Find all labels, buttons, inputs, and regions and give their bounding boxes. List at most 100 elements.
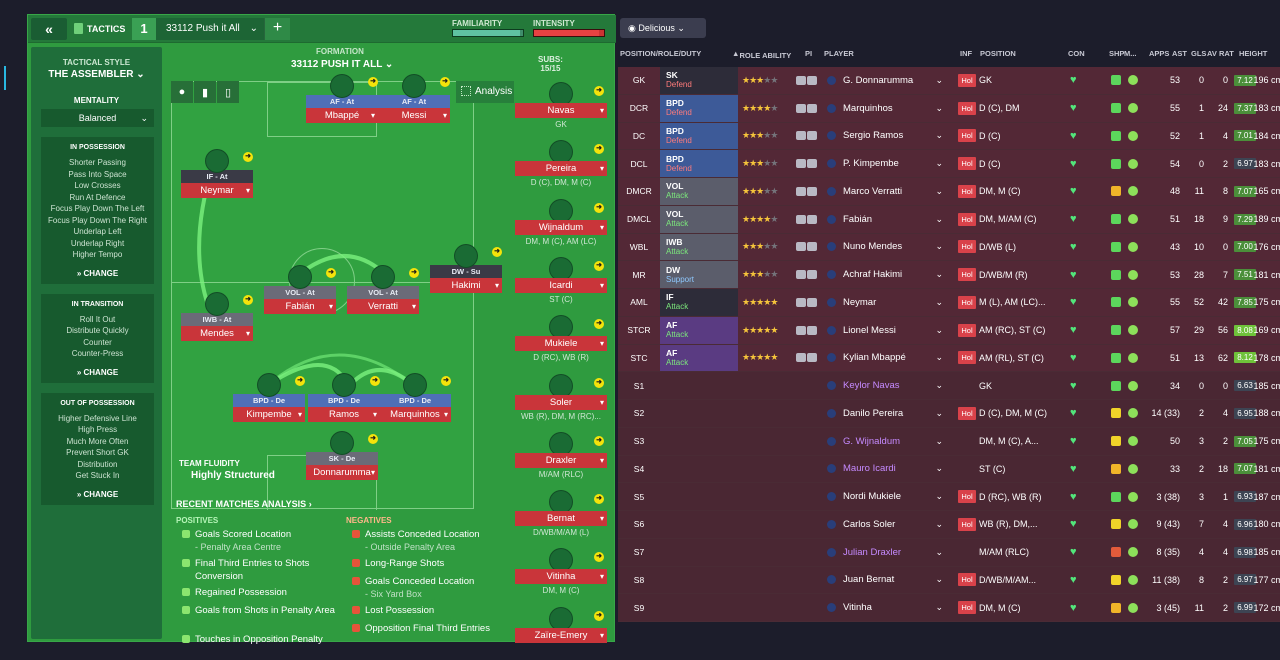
- row-player[interactable]: Marco Verratti ⌄: [827, 178, 943, 205]
- player-name[interactable]: Mbappé: [306, 108, 378, 123]
- row-role-dropdown[interactable]: DW Support: [660, 261, 738, 288]
- player-role[interactable]: AF - At: [378, 95, 450, 108]
- table-row[interactable]: AML IF Attack ★ ★ ★ ★ ★ Neymar ⌄ Hol M (L), AM (LC)…: [618, 289, 1280, 317]
- pitch-player[interactable]: ➜ VOL - At Fabián: [264, 266, 336, 314]
- sub-name[interactable]: Vitinha: [515, 569, 607, 585]
- player-instructions[interactable]: [796, 95, 818, 122]
- sub-player[interactable]: ➜ BernatD/WB/M/AM (L): [515, 491, 607, 537]
- header-position-role-duty[interactable]: POSITION/ROLE/DUTY: [620, 49, 702, 58]
- chevron-down-icon[interactable]: ⌄: [935, 574, 943, 585]
- header-pi[interactable]: PI: [805, 49, 813, 58]
- row-role-dropdown[interactable]: AF Attack: [660, 317, 738, 344]
- row-role-dropdown[interactable]: VOL Attack: [660, 206, 738, 233]
- sub-player[interactable]: ➜ MukieleD (RC), WB (R): [515, 316, 607, 362]
- row-player[interactable]: Mauro Icardi ⌄: [827, 456, 943, 483]
- row-player[interactable]: Danilo Pereira ⌄: [827, 400, 943, 427]
- pitch-player[interactable]: ➜ IWB - At Mendes: [181, 293, 253, 341]
- formation-dropdown[interactable]: 33112 PUSH IT ALL ⌄: [291, 59, 394, 70]
- player-name[interactable]: Donnarumma: [306, 465, 378, 480]
- player-name[interactable]: Marquinhos: [379, 407, 451, 422]
- table-row[interactable]: MR DW Support ★ ★ ★ ★ ★ Achraf Hakimi ⌄ Hol D/WB/M …: [618, 261, 1280, 289]
- view-filter-dropdown[interactable]: ◉ Delicious ⌄: [620, 18, 706, 38]
- pitch-player[interactable]: ➜ VOL - At Verratti: [347, 266, 419, 314]
- pitch-player[interactable]: ➜ IF - At Neymar: [181, 150, 253, 198]
- row-player[interactable]: G. Wijnaldum ⌄: [827, 428, 943, 455]
- chevron-down-icon[interactable]: ⌄: [935, 102, 943, 113]
- sub-player[interactable]: ➜ PereiraD (C), DM, M (C): [515, 141, 607, 187]
- table-row[interactable]: WBL IWB Attack ★ ★ ★ ★ ★ Nuno Mendes ⌄ Hol D/WB (L)…: [618, 233, 1280, 262]
- row-player-name[interactable]: Fabián: [843, 213, 873, 225]
- player-instructions[interactable]: [796, 150, 818, 177]
- row-player-name[interactable]: Mauro Icardi: [843, 463, 896, 475]
- row-player[interactable]: Neymar ⌄: [827, 289, 943, 316]
- sub-name[interactable]: Zaïre-Emery: [515, 627, 607, 643]
- player-instructions[interactable]: [796, 234, 818, 261]
- chevron-down-icon[interactable]: ⌄: [935, 185, 943, 196]
- row-role-dropdown[interactable]: VOL Attack: [660, 178, 738, 205]
- row-player-name[interactable]: Carlos Soler: [843, 518, 896, 530]
- clipboard-icon[interactable]: ▯: [217, 81, 239, 103]
- row-role-dropdown[interactable]: BPD Defend: [660, 123, 738, 150]
- player-role[interactable]: BPD - De: [233, 394, 305, 407]
- header-m[interactable]: M...: [1124, 49, 1137, 58]
- sub-name[interactable]: Soler: [515, 394, 607, 410]
- table-row[interactable]: STC AF Attack ★ ★ ★ ★ ★ Kylian Mbappé ⌄ Hol AM (RL)…: [618, 344, 1280, 373]
- pitch-player[interactable]: ➜ BPD - De Ramos: [308, 374, 380, 422]
- row-player[interactable]: Fabián ⌄: [827, 206, 943, 233]
- bar-chart-icon[interactable]: ▮: [194, 81, 216, 103]
- pitch-player[interactable]: ➜ SK - De Donnarumma: [306, 432, 378, 480]
- row-player[interactable]: Lionel Messi ⌄: [827, 317, 943, 344]
- player-name[interactable]: Mendes: [181, 326, 253, 341]
- row-role-dropdown[interactable]: BPD Defend: [660, 95, 738, 122]
- row-player-name[interactable]: Danilo Pereira: [843, 407, 904, 419]
- double-chevron-left-icon[interactable]: «: [31, 18, 67, 40]
- table-row[interactable]: DC BPD Defend ★ ★ ★ ★ ★ Sergio Ramos ⌄ Hol D (C) ♥ 52…: [618, 122, 1280, 151]
- player-name[interactable]: Kimpembe: [233, 407, 305, 422]
- row-player[interactable]: G. Donnarumma ⌄: [827, 67, 943, 94]
- chevron-down-icon[interactable]: ⌄: [935, 518, 943, 529]
- table-row[interactable]: S8 Juan Bernat ⌄ Hol D/WB/M/AM... ♥ 11 (38) 8 2 6…: [618, 566, 1280, 595]
- chevron-down-icon[interactable]: ⌄: [935, 158, 943, 169]
- chevron-down-icon[interactable]: ⌄: [935, 241, 943, 252]
- chevron-down-icon[interactable]: ⌄: [935, 296, 943, 307]
- chevron-down-icon[interactable]: ⌄: [935, 352, 943, 363]
- row-player-name[interactable]: Julian Draxler: [843, 546, 902, 558]
- header-apps[interactable]: APPS: [1149, 49, 1170, 58]
- sub-player[interactable]: ➜ VitinhaDM, M (C): [515, 549, 607, 595]
- row-role-dropdown[interactable]: IWB Attack: [660, 234, 738, 261]
- sub-name[interactable]: Mukiele: [515, 336, 607, 352]
- chevron-down-icon[interactable]: ⌄: [935, 74, 943, 85]
- change-in-transition-button[interactable]: » CHANGE: [76, 367, 119, 377]
- row-role-dropdown[interactable]: IF Attack: [660, 289, 738, 316]
- chevron-down-icon[interactable]: ⌄: [935, 435, 943, 446]
- info-icon[interactable]: ●: [171, 81, 193, 103]
- row-player[interactable]: Nuno Mendes ⌄: [827, 234, 943, 261]
- header-av-rat[interactable]: AV RAT: [1207, 49, 1234, 58]
- player-instructions[interactable]: [796, 67, 818, 94]
- header-gls[interactable]: GLS: [1191, 49, 1207, 58]
- sub-player[interactable]: ➜ SolerWB (R), DM, M (RC)...: [515, 374, 607, 421]
- change-in-possession-button[interactable]: » CHANGE: [76, 268, 119, 278]
- add-tactic-button[interactable]: +: [264, 18, 290, 40]
- chevron-down-icon[interactable]: ⌄: [935, 269, 943, 280]
- player-role[interactable]: IF - At: [181, 170, 253, 183]
- player-instructions[interactable]: [796, 261, 818, 288]
- sub-name[interactable]: Icardi: [515, 277, 607, 293]
- row-player-name[interactable]: G. Wijnaldum: [843, 435, 901, 447]
- player-role[interactable]: VOL - At: [264, 286, 336, 299]
- tactic-slot[interactable]: 1: [132, 18, 156, 40]
- row-player[interactable]: Carlos Soler ⌄: [827, 511, 943, 538]
- row-player[interactable]: Nordi Mukiele ⌄: [827, 483, 943, 510]
- table-row[interactable]: S6 Carlos Soler ⌄ Hol WB (R), DM,... ♥ 9 (43) 7…: [618, 511, 1280, 539]
- row-player-name[interactable]: Marquinhos: [843, 102, 893, 114]
- player-role[interactable]: BPD - De: [308, 394, 380, 407]
- sub-name[interactable]: Bernat: [515, 511, 607, 527]
- table-row[interactable]: S9 Vitinha ⌄ Hol DM, M (C) ♥ 3 (45) 11 2 6.99 172 …: [618, 594, 1280, 622]
- tactic-name-dropdown[interactable]: 33112 Push it All ⌄: [156, 18, 264, 40]
- row-player[interactable]: Kylian Mbappé ⌄: [827, 345, 943, 372]
- player-instructions[interactable]: [796, 206, 818, 233]
- header-player[interactable]: PLAYER: [824, 49, 854, 58]
- row-player-name[interactable]: G. Donnarumma: [843, 74, 914, 86]
- player-instructions[interactable]: [796, 345, 818, 372]
- row-player-name[interactable]: Achraf Hakimi: [843, 269, 903, 281]
